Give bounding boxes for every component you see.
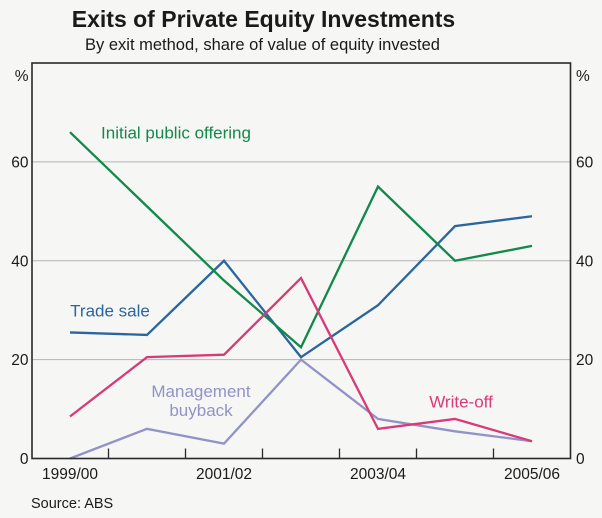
series-label-trade-sale: Trade sale xyxy=(70,301,150,321)
series-line-trade-sale xyxy=(69,215,533,359)
x-axis-label: 2001/02 xyxy=(196,466,252,483)
y-axis-label-left: 0 xyxy=(20,451,29,468)
y-axis-label-left: 20 xyxy=(11,352,29,369)
series-label-management-buyback: Management buyback xyxy=(151,381,251,420)
y-axis-label-left: 60 xyxy=(11,154,29,171)
series-label-write-off: Write-off xyxy=(429,392,493,412)
y-axis-unit-right: % xyxy=(576,68,590,85)
chart-subtitle: By exit method, share of value of equity… xyxy=(85,36,440,54)
series-line-write-off xyxy=(69,276,533,443)
y-axis-unit-left: % xyxy=(15,68,29,85)
series-line-management-buyback xyxy=(69,358,533,460)
y-axis-label-right: 0 xyxy=(576,451,585,468)
series-line-initial-public-offering xyxy=(69,131,533,350)
y-axis-label-left: 40 xyxy=(11,253,29,270)
x-axis-label: 2005/06 xyxy=(504,466,560,483)
y-axis-label-right: 20 xyxy=(576,352,594,369)
y-axis-label-right: 60 xyxy=(576,154,594,171)
series-label-initial-public-offering: Initial public offering xyxy=(101,123,251,143)
x-axis-label: 2003/04 xyxy=(350,466,406,483)
y-axis-label-right: 40 xyxy=(576,253,594,270)
x-axis-label: 1999/00 xyxy=(42,466,98,483)
chart-title: Exits of Private Equity Investments xyxy=(71,6,456,32)
plot-frame xyxy=(31,62,572,460)
source-note: Source: ABS xyxy=(31,496,114,512)
